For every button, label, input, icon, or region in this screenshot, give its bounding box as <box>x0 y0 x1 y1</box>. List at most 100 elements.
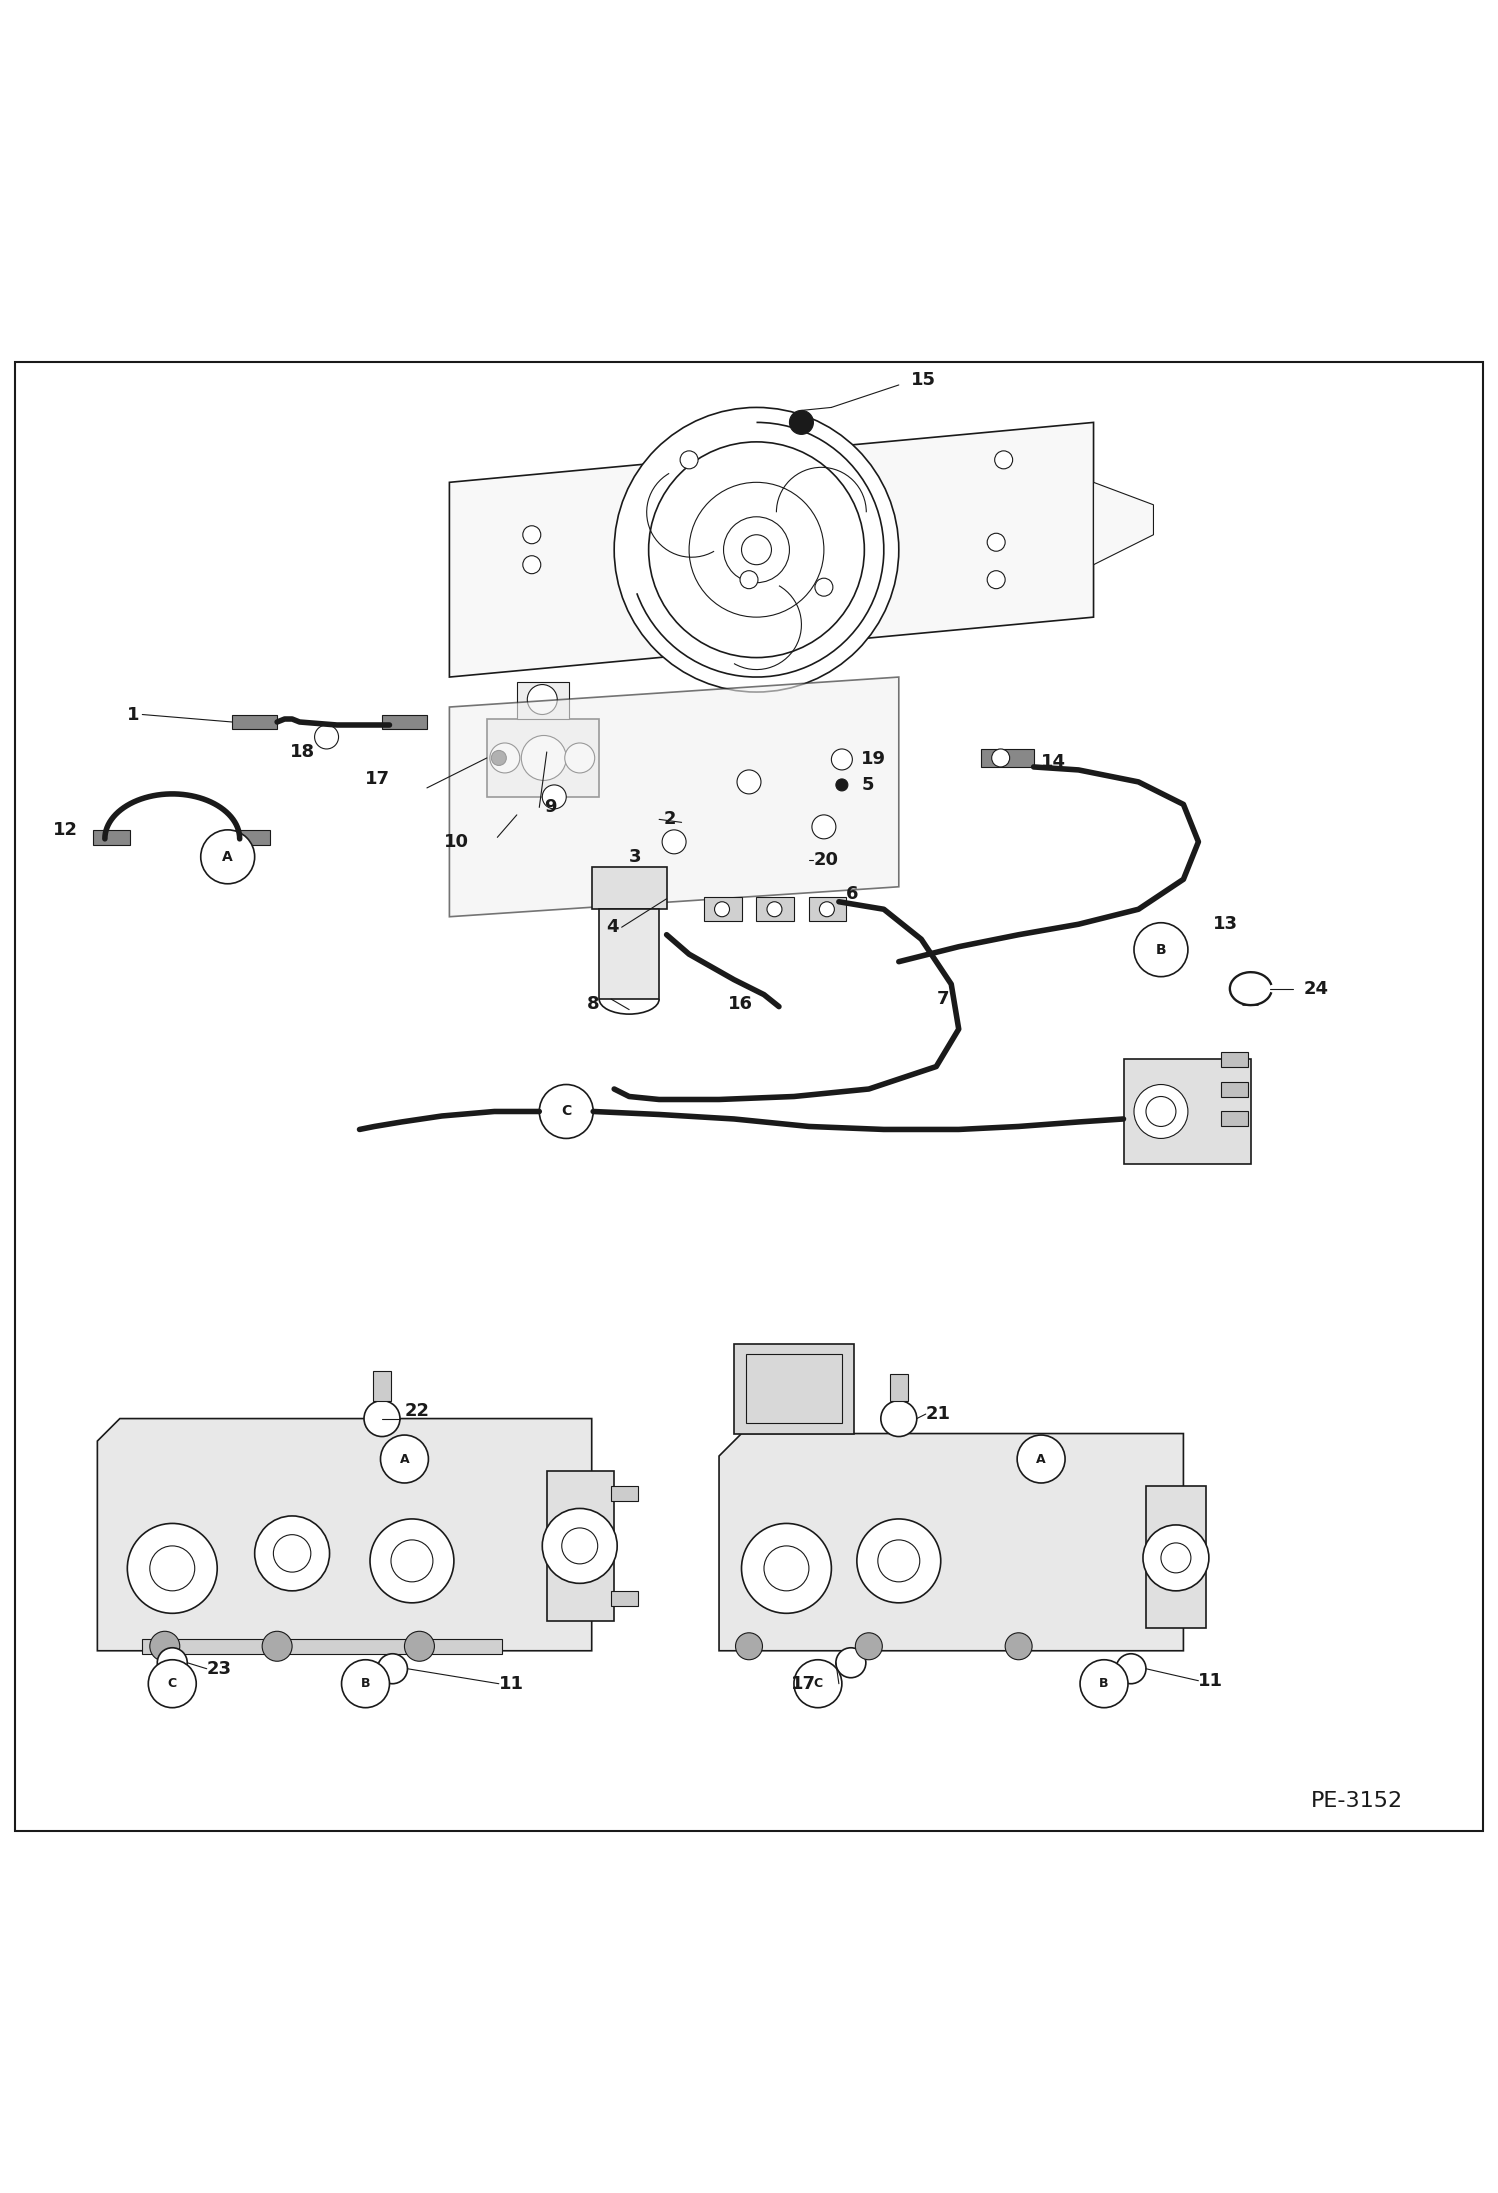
Circle shape <box>565 743 595 772</box>
Bar <box>592 866 667 910</box>
Circle shape <box>157 1647 187 1678</box>
Circle shape <box>1134 923 1188 976</box>
Text: C: C <box>813 1678 822 1691</box>
Circle shape <box>689 482 824 616</box>
Text: 11: 11 <box>499 1675 524 1693</box>
Bar <box>142 1638 502 1654</box>
Circle shape <box>831 750 852 770</box>
Bar <box>373 1371 391 1401</box>
Text: 18: 18 <box>289 743 315 761</box>
Circle shape <box>127 1524 217 1614</box>
Circle shape <box>542 785 566 809</box>
Text: 16: 16 <box>728 996 753 1013</box>
Bar <box>232 715 277 730</box>
Circle shape <box>150 1546 195 1590</box>
Circle shape <box>724 518 789 583</box>
Circle shape <box>255 1515 330 1590</box>
Polygon shape <box>449 678 899 917</box>
Circle shape <box>273 1535 312 1572</box>
Circle shape <box>812 816 836 840</box>
Circle shape <box>491 750 506 765</box>
Circle shape <box>542 1509 617 1583</box>
Text: B: B <box>1100 1678 1109 1691</box>
Bar <box>1221 1112 1248 1127</box>
Circle shape <box>377 1654 407 1684</box>
Circle shape <box>737 770 761 794</box>
Circle shape <box>262 1632 292 1662</box>
Circle shape <box>527 684 557 715</box>
Polygon shape <box>1094 482 1153 566</box>
Circle shape <box>523 555 541 575</box>
Bar <box>756 897 794 921</box>
Circle shape <box>614 408 899 693</box>
Circle shape <box>521 735 566 781</box>
Circle shape <box>539 1086 593 1138</box>
Circle shape <box>380 1434 428 1482</box>
Circle shape <box>764 1546 809 1590</box>
Text: 3: 3 <box>629 849 641 866</box>
Circle shape <box>740 570 758 588</box>
Text: 11: 11 <box>1198 1671 1224 1691</box>
Text: 8: 8 <box>587 996 599 1013</box>
Text: 4: 4 <box>607 919 619 936</box>
Bar <box>93 829 130 844</box>
Text: A: A <box>222 851 234 864</box>
Circle shape <box>836 779 848 792</box>
Bar <box>547 1472 614 1621</box>
Circle shape <box>562 1529 598 1564</box>
Circle shape <box>370 1520 454 1603</box>
Text: 17: 17 <box>791 1675 816 1693</box>
Circle shape <box>315 726 339 750</box>
Circle shape <box>857 1520 941 1603</box>
Circle shape <box>995 452 1013 469</box>
Text: C: C <box>168 1678 177 1691</box>
Circle shape <box>736 1634 762 1660</box>
Text: B: B <box>361 1678 370 1691</box>
Circle shape <box>1116 1654 1146 1684</box>
Bar <box>232 829 270 844</box>
Circle shape <box>742 1524 831 1614</box>
Bar <box>1146 1487 1206 1627</box>
Text: 5: 5 <box>861 776 873 794</box>
Text: C: C <box>562 1105 571 1118</box>
Text: 9: 9 <box>544 798 556 816</box>
Text: 21: 21 <box>926 1406 951 1423</box>
Bar <box>611 1590 638 1605</box>
Circle shape <box>680 452 698 469</box>
Bar <box>746 1353 842 1423</box>
Bar <box>1124 1059 1251 1164</box>
Bar <box>611 1487 638 1500</box>
Text: PE-3152: PE-3152 <box>1311 1789 1402 1811</box>
Text: 13: 13 <box>1213 914 1239 934</box>
Circle shape <box>992 750 1010 768</box>
Text: 15: 15 <box>911 371 936 390</box>
Circle shape <box>404 1632 434 1662</box>
Circle shape <box>148 1660 196 1708</box>
Circle shape <box>649 441 864 658</box>
Circle shape <box>789 410 813 434</box>
Polygon shape <box>97 1419 592 1651</box>
Text: 14: 14 <box>1041 754 1067 772</box>
Text: 12: 12 <box>52 820 78 840</box>
Bar <box>1221 1081 1248 1096</box>
Bar <box>981 750 1034 768</box>
Circle shape <box>715 901 730 917</box>
Circle shape <box>364 1401 400 1436</box>
Circle shape <box>391 1539 433 1581</box>
Circle shape <box>1080 1660 1128 1708</box>
Text: 17: 17 <box>364 770 389 787</box>
Text: 23: 23 <box>207 1660 232 1678</box>
Bar <box>704 897 742 921</box>
Circle shape <box>1146 1096 1176 1127</box>
Circle shape <box>342 1660 389 1708</box>
Circle shape <box>1143 1524 1209 1590</box>
Circle shape <box>150 1632 180 1662</box>
Polygon shape <box>719 1434 1183 1651</box>
Text: 20: 20 <box>813 851 839 868</box>
Bar <box>517 682 569 719</box>
Text: B: B <box>1155 943 1167 956</box>
Circle shape <box>523 526 541 544</box>
Circle shape <box>201 829 255 884</box>
Circle shape <box>767 901 782 917</box>
Text: 10: 10 <box>443 833 469 851</box>
